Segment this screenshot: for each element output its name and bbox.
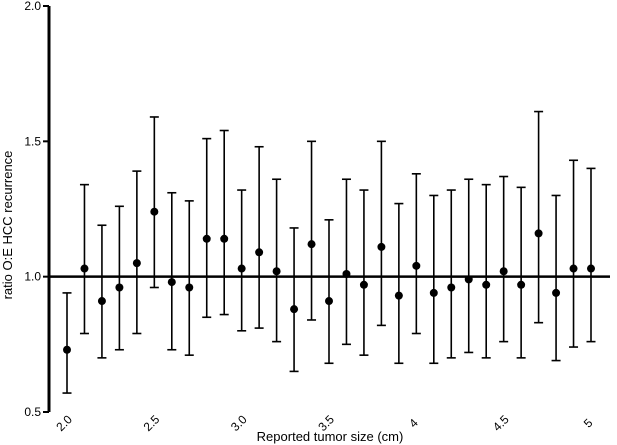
x-tick-label: 2.5 (141, 412, 163, 434)
x-tick-label: 4 (406, 416, 421, 431)
point-marker (534, 229, 543, 238)
point-marker (482, 280, 491, 289)
data-point-8 (202, 137, 212, 319)
data-point-29 (569, 159, 579, 348)
x-tick-label: 3.0 (228, 412, 250, 434)
point-marker (115, 283, 124, 292)
y-tick-label: 1.0 (24, 270, 41, 284)
point-marker (167, 278, 176, 287)
data-point-28 (551, 194, 561, 362)
point-marker (517, 280, 526, 289)
point-marker (272, 267, 281, 276)
point-marker (63, 345, 71, 354)
data-point-2 (97, 224, 107, 359)
data-point-20 (411, 173, 421, 335)
data-point-21 (429, 194, 439, 365)
y-axis-title: ratio O:E HCC recurrence (0, 151, 15, 300)
point-marker (325, 297, 333, 306)
point-marker (552, 288, 561, 297)
data-point-14 (307, 140, 317, 321)
x-tick-label: 4.5 (490, 412, 512, 434)
y-tick-label: 0.5 (24, 405, 41, 419)
data-point-22 (446, 189, 456, 359)
point-marker (447, 283, 456, 292)
point-marker (97, 297, 106, 306)
point-marker (185, 283, 194, 292)
point-marker (307, 240, 316, 249)
data-point-17 (359, 189, 369, 356)
x-tick-label: 5 (581, 416, 596, 431)
data-point-13 (289, 227, 299, 373)
data-point-7 (184, 200, 194, 356)
data-point-10 (237, 189, 247, 332)
point-marker (569, 264, 578, 273)
data-point-5 (149, 116, 159, 289)
x-tick-label: 2.0 (53, 412, 75, 434)
data-point-6 (167, 191, 177, 351)
data-point-0 (62, 292, 72, 394)
point-marker (237, 264, 246, 273)
data-point-24 (481, 183, 491, 359)
data-point-1 (79, 183, 89, 335)
point-marker (499, 267, 508, 276)
point-marker (394, 291, 403, 300)
point-marker (359, 280, 368, 289)
point-marker (150, 207, 159, 216)
data-point-25 (499, 175, 509, 343)
y-tick-label: 1.5 (24, 134, 41, 148)
data-point-16 (341, 178, 351, 346)
data-point-15 (324, 219, 334, 365)
y-axis-ticks: 0.5 1.0 1.5 2.0 (24, 0, 49, 419)
data-point-11 (254, 145, 264, 329)
data-point-26 (516, 186, 526, 359)
point-marker (80, 264, 89, 273)
data-point-19 (394, 202, 404, 365)
data-point-18 (376, 140, 386, 327)
point-marker (290, 305, 299, 314)
x-axis-title: Reported tumor size (cm) (257, 429, 404, 444)
data-point-23 (464, 178, 474, 354)
data-point-3 (114, 205, 124, 351)
point-marker (132, 259, 141, 268)
data-point-12 (272, 178, 282, 343)
point-marker (220, 234, 229, 243)
point-marker (377, 242, 386, 251)
data-point-30 (586, 167, 596, 343)
data-point-9 (219, 129, 229, 316)
point-marker (255, 248, 264, 257)
point-marker (587, 264, 595, 273)
point-marker (429, 288, 438, 297)
data-point-27 (534, 110, 544, 324)
chart-marks (62, 110, 596, 394)
point-marker (202, 234, 211, 243)
y-tick-label: 2.0 (24, 0, 41, 13)
point-marker (412, 261, 421, 270)
data-point-4 (132, 170, 142, 335)
